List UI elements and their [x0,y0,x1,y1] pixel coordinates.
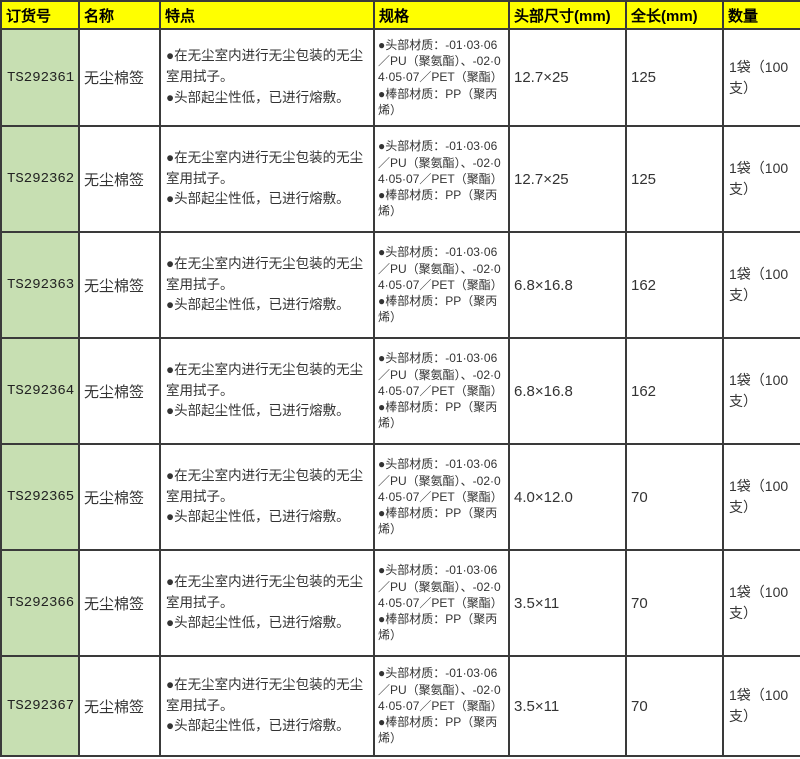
feature-item: ●头部起尘性低，已进行熔敷。 [166,403,350,419]
cell-length: 70 [625,549,724,657]
cell-name: 无尘棉签 [78,28,161,127]
spec-item: ●棒部材质：PP（聚丙烯） [378,506,498,537]
cell-head-size: 3.5×11 [508,549,627,657]
cell-quantity: 1袋（100支） [722,125,800,233]
cell-head-size: 12.7×25 [508,28,627,127]
feature-item: ●头部起尘性低，已进行熔敷。 [166,509,350,525]
column-header-features: 特点 [159,0,375,30]
feature-item: ●在无尘室内进行无尘包装的无尘室用拭子。 [166,573,364,610]
column-header-order-no: 订货号 [0,0,80,30]
cell-specs: ●头部材质：-01·03·06／PU（聚氨酯）、-02·04·05·07／PET… [373,549,510,657]
spec-item: ●头部材质：-01·03·06／PU（聚氨酯）、-02·04·05·07／PET… [378,37,503,85]
cell-head-size: 12.7×25 [508,125,627,233]
cell-specs: ●头部材质：-01·03·06／PU（聚氨酯）、-02·04·05·07／PET… [373,125,510,233]
cell-length: 70 [625,655,724,757]
feature-item: ●在无尘室内进行无尘包装的无尘室用拭子。 [166,48,364,85]
cell-quantity: 1袋（100支） [722,443,800,551]
spec-item: ●头部材质：-01·03·06／PU（聚氨酯）、-02·04·05·07／PET… [378,245,503,292]
cell-features: ●在无尘室内进行无尘包装的无尘室用拭子。 ●头部起尘性低，已进行熔敷。 [159,28,375,127]
table-row: TS292363 无尘棉签 ●在无尘室内进行无尘包装的无尘室用拭子。 ●头部起尘… [0,231,800,339]
column-header-specs: 规格 [373,0,510,30]
cell-features: ●在无尘室内进行无尘包装的无尘室用拭子。 ●头部起尘性低，已进行熔敷。 [159,443,375,551]
spec-item: ●棒部材质：PP（聚丙烯） [378,715,498,746]
feature-item: ●头部起尘性低，已进行熔敷。 [166,191,350,207]
feature-item: ●头部起尘性低，已进行熔敷。 [166,297,350,313]
cell-length: 162 [625,337,724,445]
column-header-head-size: 头部尺寸(mm) [508,0,627,30]
table-row: TS292366 无尘棉签 ●在无尘室内进行无尘包装的无尘室用拭子。 ●头部起尘… [0,549,800,657]
cell-specs: ●头部材质：-01·03·06／PU（聚氨酯）、-02·04·05·07／PET… [373,655,510,757]
cell-order-no: TS292361 [0,28,80,127]
cell-order-no: TS292367 [0,655,80,757]
cell-features: ●在无尘室内进行无尘包装的无尘室用拭子。 ●头部起尘性低，已进行熔敷。 [159,231,375,339]
cell-head-size: 6.8×16.8 [508,337,627,445]
spec-item: ●棒部材质：PP（聚丙烯） [378,400,498,431]
cell-name: 无尘棉签 [78,655,161,757]
header-row: 订货号 名称 特点 规格 头部尺寸(mm) 全长(mm) 数量 [0,0,800,30]
cell-quantity: 1袋（100支） [722,655,800,757]
cell-order-no: TS292362 [0,125,80,233]
cell-length: 125 [625,125,724,233]
spec-item: ●棒部材质：PP（聚丙烯） [378,188,498,219]
cell-specs: ●头部材质：-01·03·06／PU（聚氨酯）、-02·04·05·07／PET… [373,28,510,127]
feature-item: ●在无尘室内进行无尘包装的无尘室用拭子。 [166,676,364,713]
cell-features: ●在无尘室内进行无尘包装的无尘室用拭子。 ●头部起尘性低，已进行熔敷。 [159,549,375,657]
spec-item: ●头部材质：-01·03·06／PU（聚氨酯）、-02·04·05·07／PET… [378,666,503,713]
cell-specs: ●头部材质：-01·03·06／PU（聚氨酯）、-02·04·05·07／PET… [373,337,510,445]
cell-length: 70 [625,443,724,551]
cell-length: 162 [625,231,724,339]
cell-order-no: TS292364 [0,337,80,445]
cell-order-no: TS292365 [0,443,80,551]
spec-item: ●棒部材质：PP（聚丙烯） [378,612,498,643]
cell-name: 无尘棉签 [78,125,161,233]
feature-item: ●在无尘室内进行无尘包装的无尘室用拭子。 [166,361,364,398]
feature-item: ●头部起尘性低，已进行熔敷。 [166,89,350,105]
cell-quantity: 1袋（100支） [722,231,800,339]
cell-specs: ●头部材质：-01·03·06／PU（聚氨酯）、-02·04·05·07／PET… [373,443,510,551]
column-header-length: 全长(mm) [625,0,724,30]
cell-specs: ●头部材质：-01·03·06／PU（聚氨酯）、-02·04·05·07／PET… [373,231,510,339]
cell-features: ●在无尘室内进行无尘包装的无尘室用拭子。 ●头部起尘性低，已进行熔敷。 [159,125,375,233]
feature-item: ●在无尘室内进行无尘包装的无尘室用拭子。 [166,467,364,504]
table-row: TS292362 无尘棉签 ●在无尘室内进行无尘包装的无尘室用拭子。 ●头部起尘… [0,125,800,233]
cell-head-size: 6.8×16.8 [508,231,627,339]
cell-name: 无尘棉签 [78,549,161,657]
column-header-quantity: 数量 [722,0,800,30]
cell-name: 无尘棉签 [78,231,161,339]
cell-order-no: TS292363 [0,231,80,339]
feature-item: ●在无尘室内进行无尘包装的无尘室用拭子。 [166,149,364,186]
feature-item: ●在无尘室内进行无尘包装的无尘室用拭子。 [166,255,364,292]
cell-quantity: 1袋（100支） [722,28,800,127]
table-row: TS292367 无尘棉签 ●在无尘室内进行无尘包装的无尘室用拭子。 ●头部起尘… [0,655,800,757]
spec-item: ●头部材质：-01·03·06／PU（聚氨酯）、-02·04·05·07／PET… [378,351,503,398]
cell-features: ●在无尘室内进行无尘包装的无尘室用拭子。 ●头部起尘性低，已进行熔敷。 [159,655,375,757]
spec-item: ●头部材质：-01·03·06／PU（聚氨酯）、-02·04·05·07／PET… [378,139,503,186]
feature-item: ●头部起尘性低，已进行熔敷。 [166,718,350,734]
cell-name: 无尘棉签 [78,337,161,445]
spec-item: ●棒部材质：PP（聚丙烯） [378,294,498,325]
table-row: TS292364 无尘棉签 ●在无尘室内进行无尘包装的无尘室用拭子。 ●头部起尘… [0,337,800,445]
cell-order-no: TS292366 [0,549,80,657]
table-row: TS292365 无尘棉签 ●在无尘室内进行无尘包装的无尘室用拭子。 ●头部起尘… [0,443,800,551]
table-row: TS292361 无尘棉签 ●在无尘室内进行无尘包装的无尘室用拭子。 ●头部起尘… [0,28,800,127]
cell-quantity: 1袋（100支） [722,337,800,445]
spec-item: ●头部材质：-01·03·06／PU（聚氨酯）、-02·04·05·07／PET… [378,457,503,504]
spec-item: ●棒部材质：PP（聚丙烯） [378,86,498,117]
column-header-name: 名称 [78,0,161,30]
cell-features: ●在无尘室内进行无尘包装的无尘室用拭子。 ●头部起尘性低，已进行熔敷。 [159,337,375,445]
cell-head-size: 4.0×12.0 [508,443,627,551]
cell-name: 无尘棉签 [78,443,161,551]
feature-item: ●头部起尘性低，已进行熔敷。 [166,615,350,631]
spec-item: ●头部材质：-01·03·06／PU（聚氨酯）、-02·04·05·07／PET… [378,563,503,610]
cell-head-size: 3.5×11 [508,655,627,757]
cell-length: 125 [625,28,724,127]
cell-quantity: 1袋（100支） [722,549,800,657]
